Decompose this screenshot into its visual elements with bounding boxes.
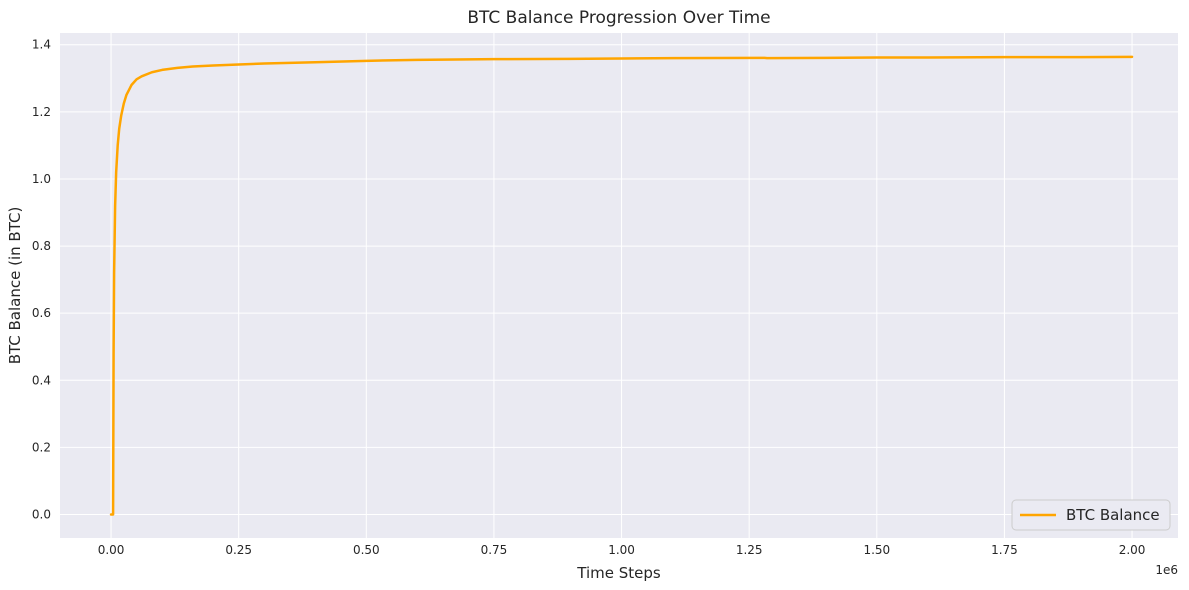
x-tick-label: 1.00	[608, 543, 635, 557]
x-tick-label: 1.50	[863, 543, 890, 557]
y-axis-ticks: 0.0 0.2 0.4 0.6 0.8 1.0 1.2 1.4	[32, 38, 51, 522]
x-axis-label: Time Steps	[576, 564, 661, 582]
y-tick-label: 1.4	[32, 38, 51, 52]
y-tick-label: 0.4	[32, 373, 51, 387]
legend-label: BTC Balance	[1066, 506, 1160, 524]
y-tick-label: 0.2	[32, 440, 51, 454]
series-layer	[109, 55, 1134, 516]
x-tick-label: 1.75	[991, 543, 1018, 557]
x-tick-label: 0.00	[98, 543, 125, 557]
x-axis-ticks: 0.00 0.25 0.50 0.75 1.00 1.25 1.50 1.75 2.00	[98, 543, 1146, 557]
y-tick-label: 0.0	[32, 508, 51, 522]
chart-title: BTC Balance Progression Over Time	[467, 8, 770, 28]
x-axis-offset-label: 1e6	[1155, 563, 1178, 577]
x-tick-label: 2.00	[1119, 543, 1146, 557]
y-tick-label: 0.6	[32, 306, 51, 320]
x-tick-label: 1.25	[736, 543, 763, 557]
y-tick-label: 1.0	[32, 172, 51, 186]
y-tick-label: 1.2	[32, 105, 51, 119]
grid	[60, 33, 1178, 538]
plot-area	[60, 33, 1178, 538]
legend-box	[1011, 499, 1171, 531]
x-tick-label: 0.25	[225, 543, 252, 557]
x-tick-label: 0.50	[353, 543, 380, 557]
y-tick-label: 0.8	[32, 239, 51, 253]
y-axis-label: BTC Balance (in BTC)	[6, 207, 24, 365]
legend: BTC Balance	[1011, 499, 1171, 531]
x-tick-label: 0.75	[481, 543, 508, 557]
series-line	[109, 55, 1134, 516]
